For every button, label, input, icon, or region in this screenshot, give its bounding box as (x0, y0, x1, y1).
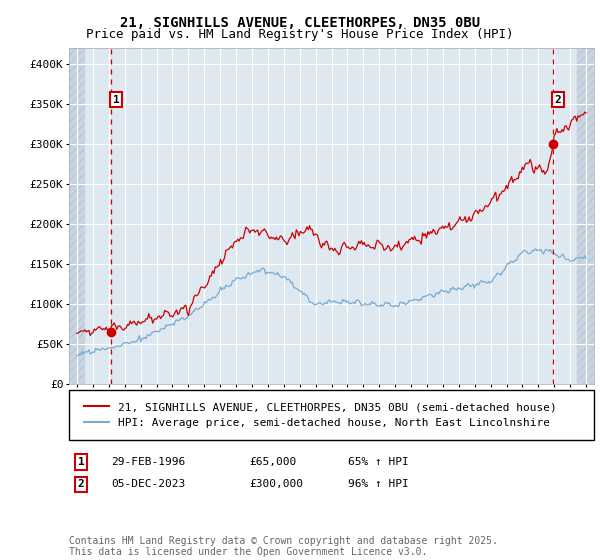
Bar (69, 48, 83, 384)
Legend: 21, SIGNHILLS AVENUE, CLEETHORPES, DN35 0BU (semi-detached house), HPI: Average : 21, SIGNHILLS AVENUE, CLEETHORPES, DN35 … (80, 398, 561, 432)
Text: 21, SIGNHILLS AVENUE, CLEETHORPES, DN35 0BU: 21, SIGNHILLS AVENUE, CLEETHORPES, DN35 … (120, 16, 480, 30)
Text: 05-DEC-2023: 05-DEC-2023 (111, 479, 185, 489)
Text: 65% ↑ HPI: 65% ↑ HPI (348, 457, 409, 467)
Text: Contains HM Land Registry data © Crown copyright and database right 2025.
This d: Contains HM Land Registry data © Crown c… (69, 535, 498, 557)
Text: 1: 1 (113, 95, 119, 105)
FancyBboxPatch shape (69, 390, 594, 440)
Text: 29-FEB-1996: 29-FEB-1996 (111, 457, 185, 467)
Text: Price paid vs. HM Land Registry's House Price Index (HPI): Price paid vs. HM Land Registry's House … (86, 28, 514, 41)
Bar (577, 48, 594, 384)
Text: £300,000: £300,000 (249, 479, 303, 489)
Text: 2: 2 (554, 95, 561, 105)
Text: 96% ↑ HPI: 96% ↑ HPI (348, 479, 409, 489)
Bar (69, 48, 83, 384)
Text: 2: 2 (77, 479, 85, 489)
Text: £65,000: £65,000 (249, 457, 296, 467)
Bar (577, 48, 594, 384)
Text: 1: 1 (77, 457, 85, 467)
